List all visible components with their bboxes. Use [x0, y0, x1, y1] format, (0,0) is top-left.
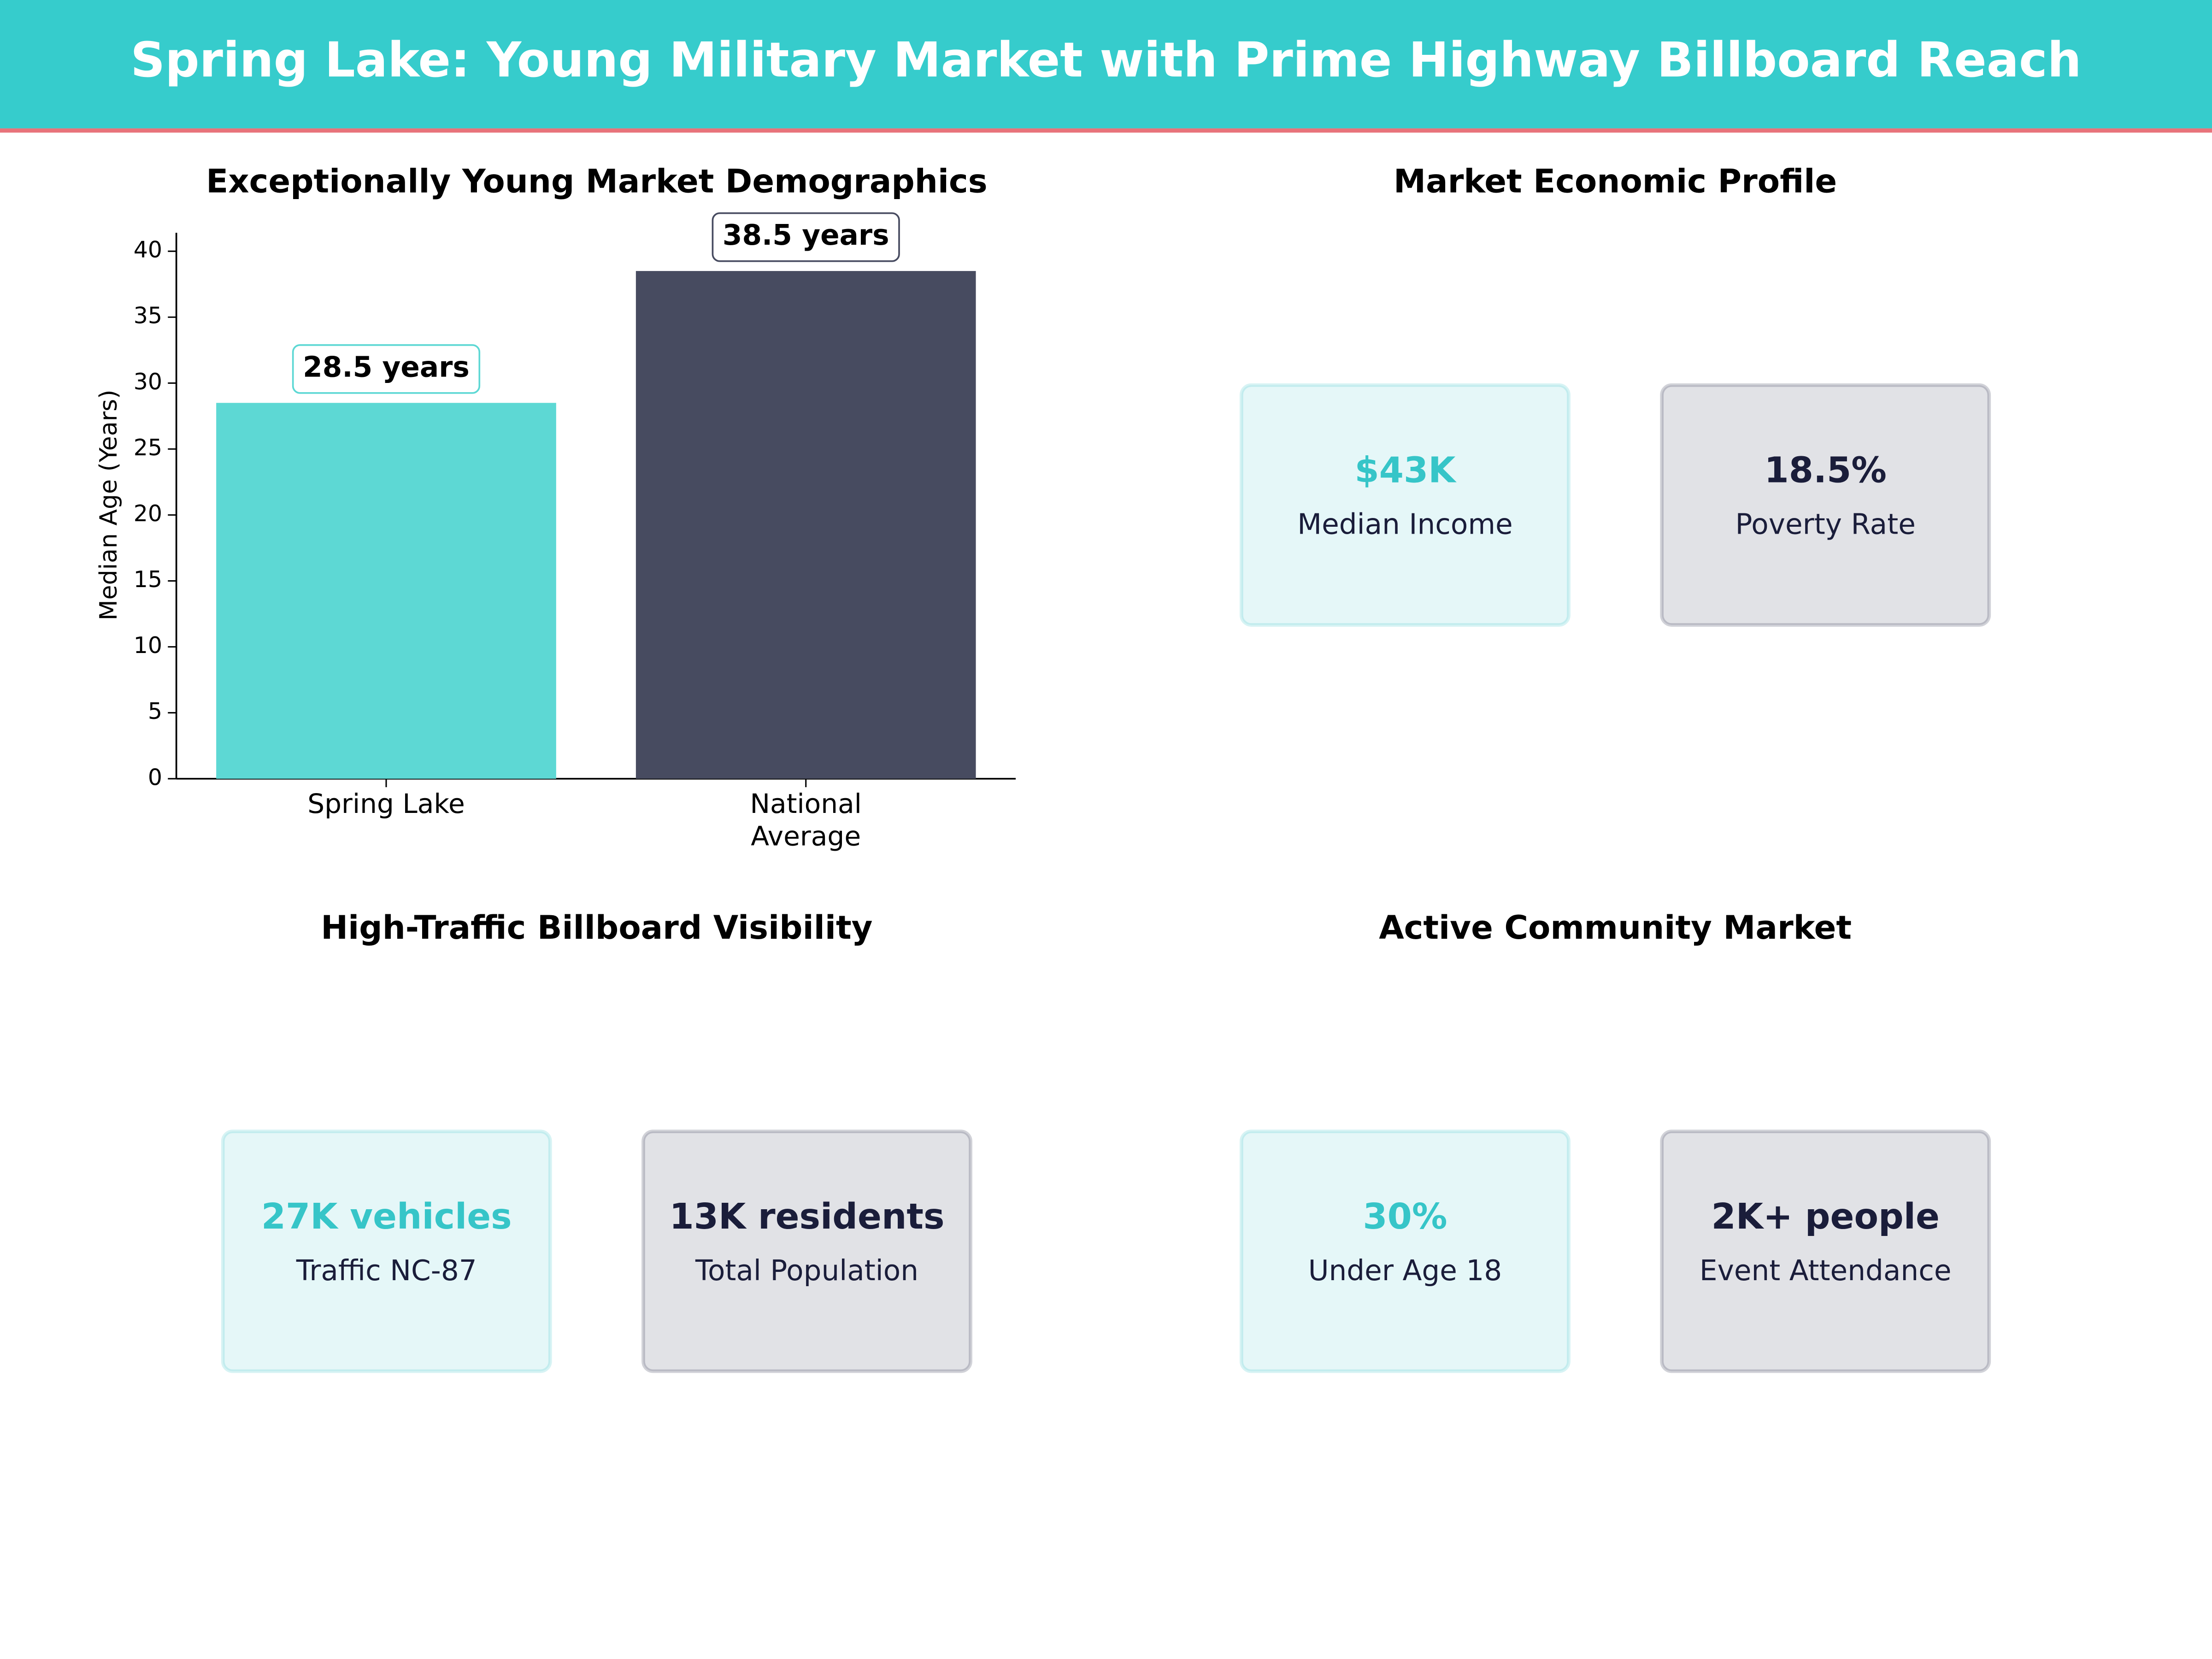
value-label: 38.5 years [723, 219, 889, 252]
stat-label: Total Population [695, 1254, 918, 1287]
header-bar [0, 0, 2212, 129]
y-tick-label: 30 [134, 369, 162, 395]
stat-card [641, 1130, 972, 1373]
value-label: 28.5 years [303, 351, 470, 383]
stat-value: $43K [1354, 450, 1457, 491]
x-tick-label: Spring Lake [307, 788, 465, 819]
stat-value: 27K vehicles [261, 1196, 512, 1237]
stat-label: Poverty Rate [1735, 508, 1916, 541]
value-label-box [712, 212, 900, 262]
stat-label: Median Income [1297, 508, 1512, 541]
panel-title: Market Economic Profile [1394, 162, 1837, 200]
stat-card [1240, 383, 1571, 627]
stat-value: 30% [1363, 1196, 1447, 1237]
y-tick-label: 10 [134, 632, 162, 659]
value-label-box [292, 344, 481, 394]
y-tick-label: 15 [134, 566, 162, 593]
stat-card [1660, 383, 1991, 627]
y-tick-label: 25 [134, 435, 162, 461]
stat-card [1240, 1130, 1571, 1373]
bar [216, 403, 556, 779]
stat-label: Event Attendance [1700, 1254, 1952, 1287]
stat-card [221, 1130, 552, 1373]
y-tick-label: 5 [148, 698, 162, 724]
stat-label: Under Age 18 [1308, 1254, 1502, 1287]
y-tick-label: 40 [134, 237, 162, 263]
y-tick-label: 35 [134, 303, 162, 329]
panel-title: High-Traffic Billboard Visibility [321, 909, 872, 947]
stat-label: Traffic NC-87 [296, 1254, 477, 1287]
header-rule [0, 128, 2212, 133]
y-tick-label: 20 [134, 500, 162, 527]
page-title: Spring Lake: Young Military Market with … [130, 32, 2082, 88]
x-tick-label: National Average [750, 788, 862, 852]
chart-title: Exceptionally Young Market Demographics [206, 162, 988, 200]
stat-value: 13K residents [669, 1196, 944, 1237]
y-tick-label: 0 [148, 764, 162, 790]
stat-value: 18.5% [1764, 450, 1886, 491]
stat-value: 2K+ people [1712, 1196, 1940, 1237]
stat-card [1660, 1130, 1991, 1373]
panel-title: Active Community Market [1379, 909, 1852, 947]
y-axis-label: Median Age (Years) [95, 390, 123, 621]
bar [635, 271, 976, 779]
